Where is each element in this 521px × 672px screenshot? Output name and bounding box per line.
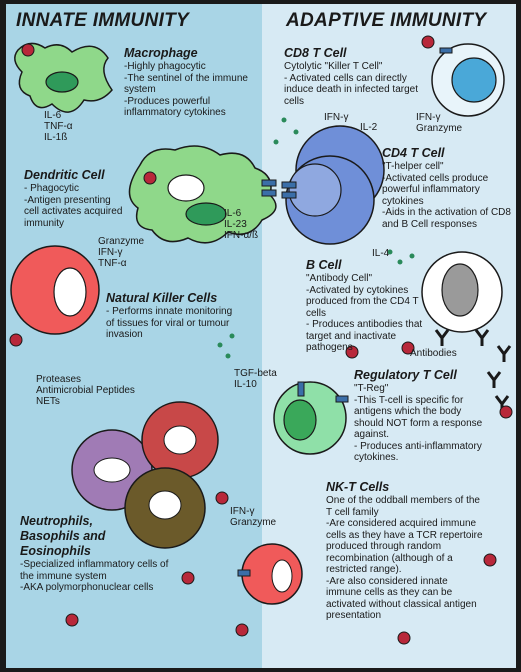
adaptive-header: ADAPTIVE IMMUNITY: [286, 10, 487, 31]
nkt-cytokines: IFN-γ Granzyme: [230, 506, 277, 528]
cd8-cytokine-a: IFN-γ: [324, 112, 349, 123]
granulocyte-text: Neutrophils, Basophils and Eosinophils -…: [20, 514, 235, 594]
nk-cytokines: Granzyme IFN-γ TNF-α: [98, 236, 145, 269]
dendritic-cell: [128, 145, 277, 244]
bcell-title: B Cell: [306, 258, 342, 272]
granulocyte-body: -Specialized inflammatory cells of the i…: [20, 559, 169, 593]
dendritic-title: Dendritic Cell: [24, 168, 105, 182]
cd4-t-cell: [281, 125, 385, 245]
macrophage-body: -Highly phagocytic -The sentinel of the …: [124, 61, 248, 118]
granulocyte-products: Proteases Antimicrobial Peptides NETs: [36, 374, 135, 407]
cytokine-dots: [217, 117, 415, 359]
bcell-cytokine: IL-4: [372, 248, 390, 259]
nkt-text: NK-T Cells One of the oddball members of…: [326, 480, 516, 622]
cd8-cytokine-c: IFN-γ Granzyme: [416, 112, 463, 134]
cd4-text: CD4 T Cell "T-helper cell" -Activated ce…: [382, 146, 517, 230]
bcell-subtitle: "Antibody Cell": [306, 273, 373, 284]
cd8-text: CD8 T Cell Cytolytic "Killer T Cell" - A…: [284, 46, 429, 107]
bcell-text: B Cell "Antibody Cell" -Activated by cyt…: [306, 258, 426, 354]
macrophage-cell: [14, 42, 113, 113]
treg-body: -This T-cell is specific for antigens wh…: [354, 394, 483, 464]
treg-cytokines: TGF-beta IL-10: [234, 368, 277, 390]
treg-title: Regulatory T Cell: [354, 368, 457, 382]
nkt-title: NK-T Cells: [326, 480, 390, 494]
cd8-body: - Activated cells can directly induce de…: [284, 72, 418, 107]
innate-header: INNATE IMMUNITY: [16, 10, 190, 31]
dendritic-text: Dendritic Cell - Phagocytic -Antigen pre…: [24, 168, 139, 229]
cd8-title: CD8 T Cell: [284, 46, 347, 60]
nkt-cell: [237, 543, 303, 605]
nk-title: Natural Killer Cells: [106, 291, 218, 305]
b-cell: [421, 251, 503, 333]
cd8-subtitle: Cytolytic "Killer T Cell": [284, 61, 383, 72]
treg-text: Regulatory T Cell "T-Reg" -This T-cell i…: [354, 368, 514, 464]
nk-body: - Performs innate monitoring of tissues …: [106, 306, 233, 340]
macrophage-title: Macrophage: [124, 46, 198, 60]
antibodies-label: Antibodies: [410, 348, 457, 359]
nkt-body: One of the oddball members of the T cell…: [326, 495, 483, 621]
cd4-title: CD4 T Cell: [382, 146, 445, 160]
cd8-cytokine-b: IL-2: [360, 122, 378, 133]
nk-cell: [10, 245, 100, 335]
cd8-t-cell: [431, 43, 505, 117]
bcell-body: -Activated by cytokines produced from th…: [306, 284, 423, 354]
granulocyte-title: Neutrophils, Basophils and Eosinophils: [20, 514, 106, 558]
treg-subtitle: "T-Reg": [354, 383, 389, 394]
dendritic-cytokines: IL-6 IL-23 IFN-α/ß: [224, 208, 259, 241]
antibodies: [434, 329, 512, 412]
cd4-body: -Activated cells produce powerful inflam…: [382, 172, 511, 230]
innate-panel: [6, 4, 262, 668]
macrophage-cytokines: IL-6 TNF-α IL-1ß: [44, 110, 73, 143]
pathogen-icons: [9, 35, 513, 645]
macrophage-text: Macrophage -Highly phagocytic -The senti…: [124, 46, 259, 119]
treg-cell: [273, 381, 349, 455]
granulocyte-cells: [71, 401, 219, 549]
dendritic-body: - Phagocytic -Antigen presenting cell ac…: [24, 183, 123, 229]
nk-text: Natural Killer Cells - Performs innate m…: [106, 291, 261, 341]
cd4-subtitle: "T-helper cell": [382, 161, 444, 172]
